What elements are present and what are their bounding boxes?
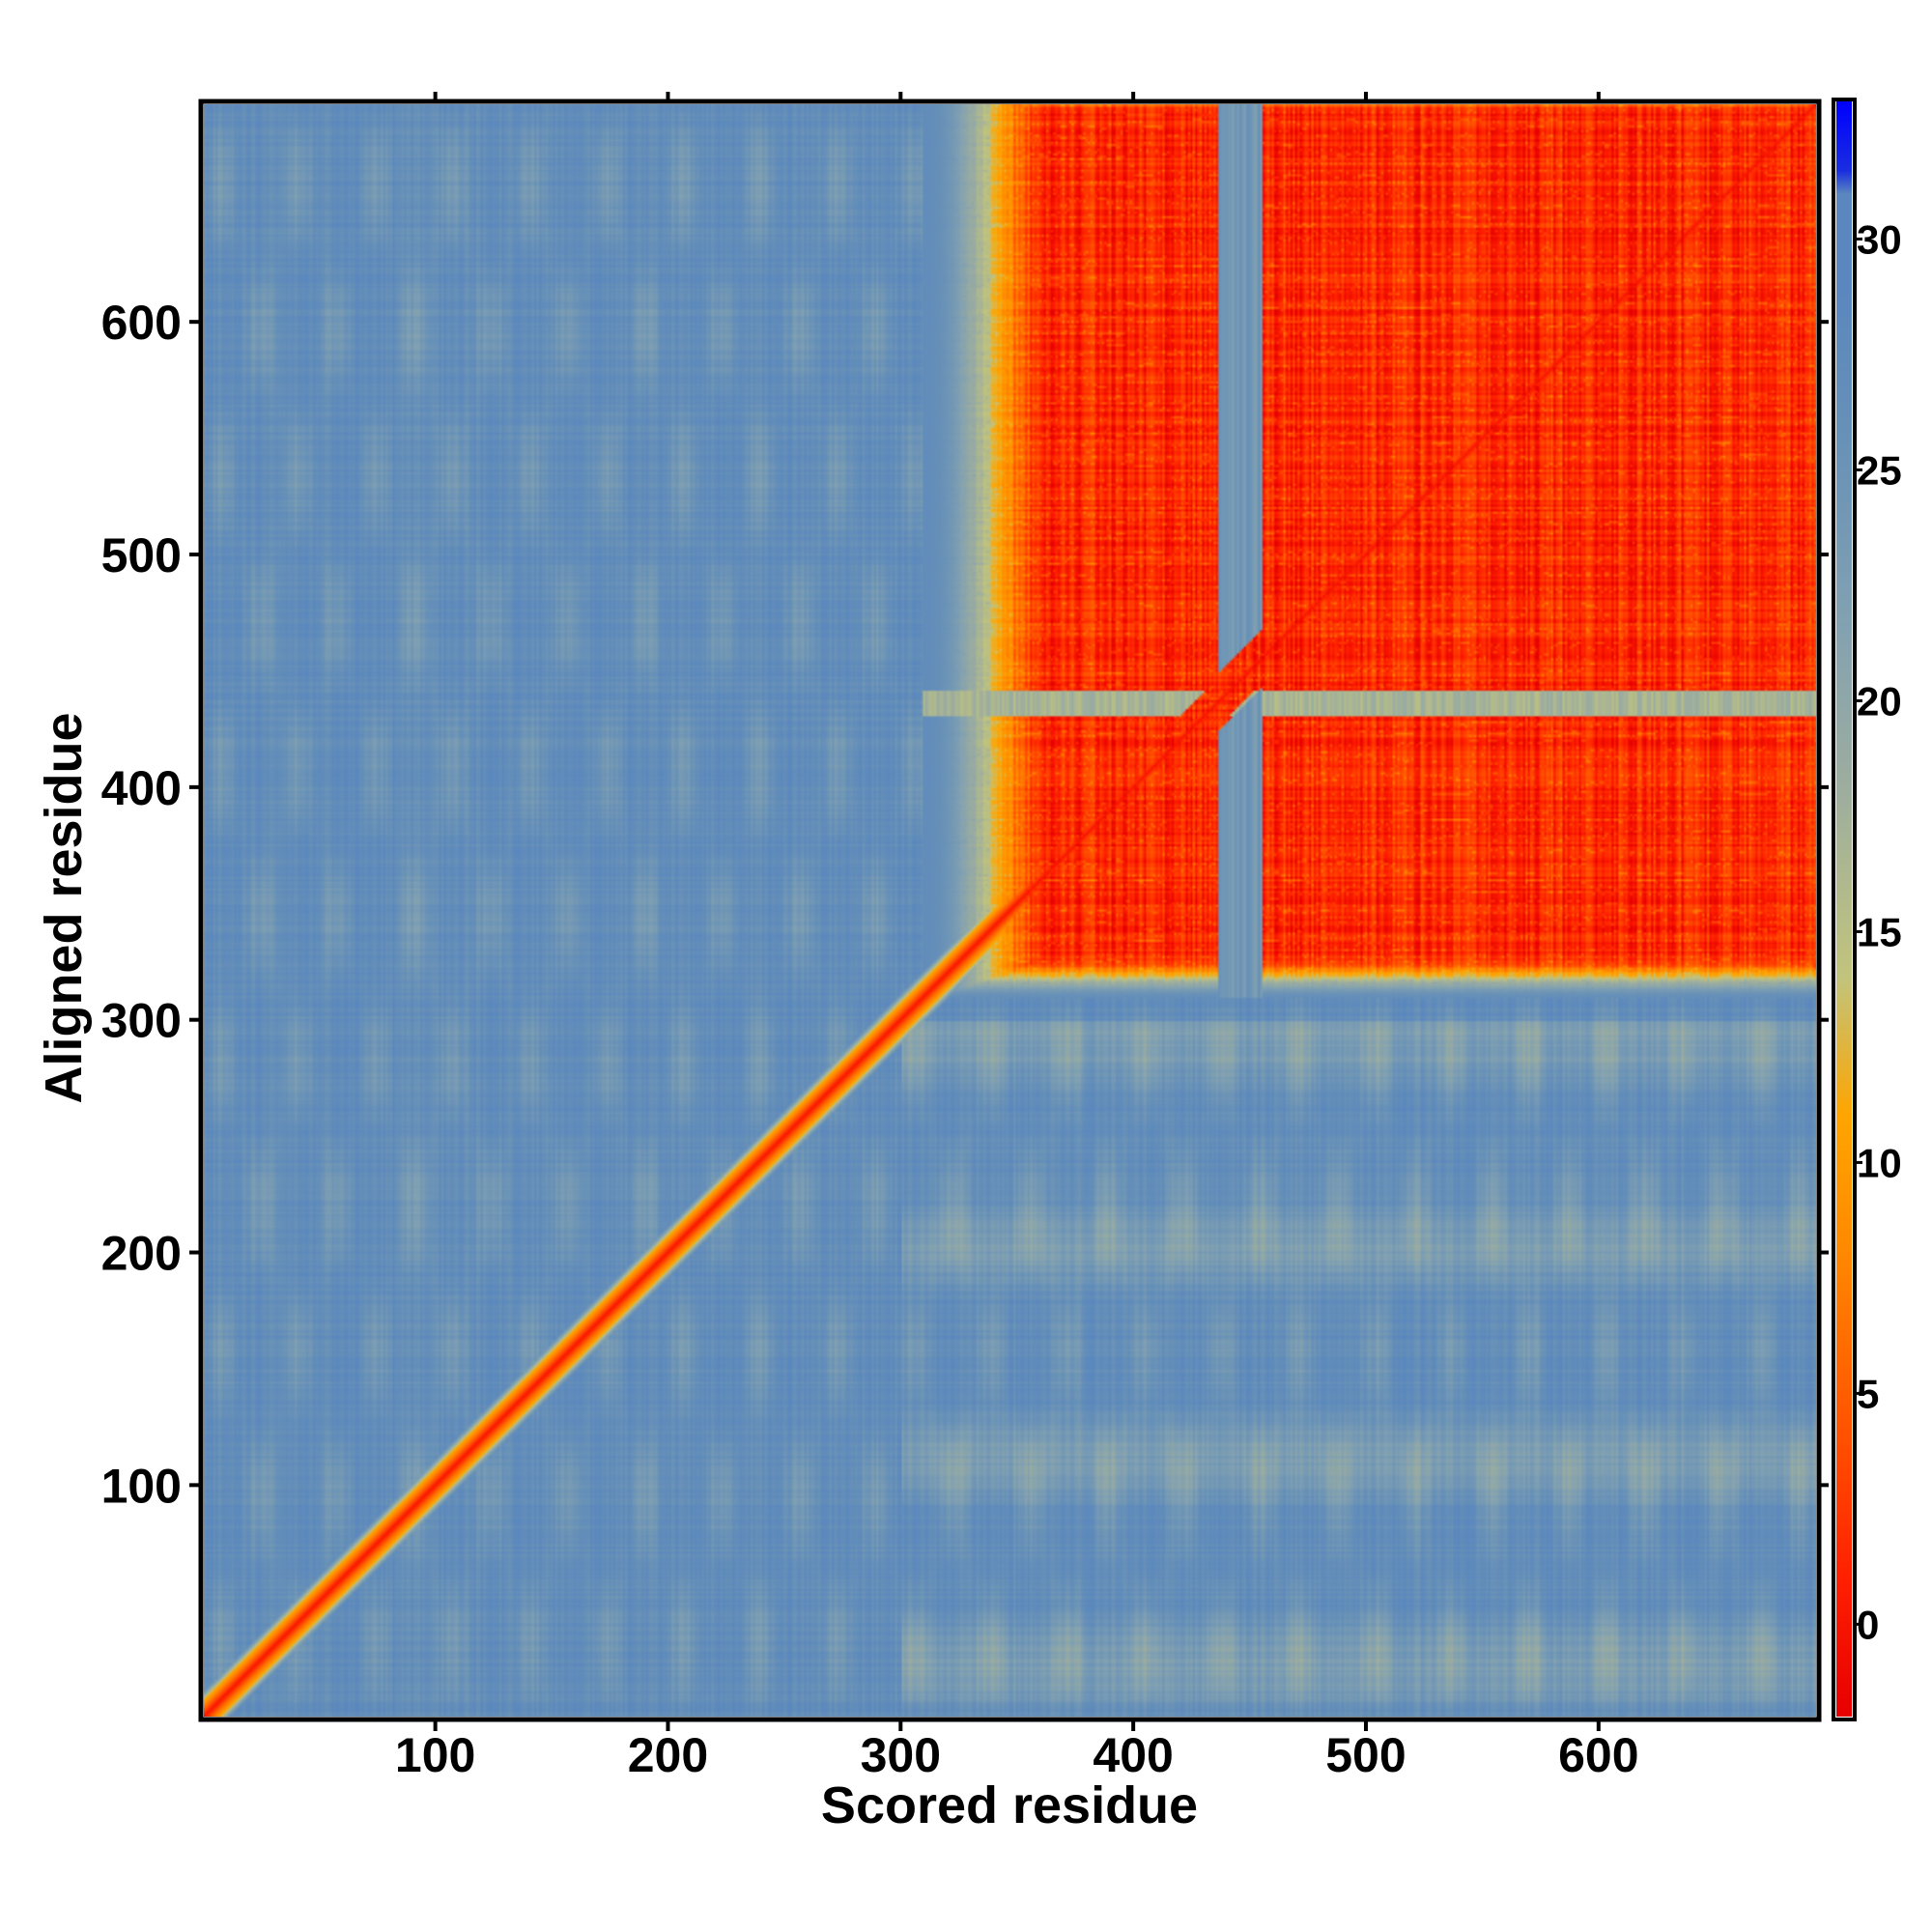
colorbar-tick-label: 10 bbox=[1857, 1140, 1902, 1185]
x-axis: 100 200 300 400 500 600 bbox=[395, 92, 1639, 1782]
y-tick-label: 200 bbox=[101, 1227, 182, 1281]
x-tick-label: 100 bbox=[395, 1728, 475, 1782]
colorbar-tick-label: 25 bbox=[1857, 447, 1902, 493]
y-tick-label: 600 bbox=[101, 296, 182, 350]
heatmap-cells bbox=[204, 104, 1816, 1717]
x-axis-title: Scored residue bbox=[821, 1776, 1198, 1834]
colorbar-axis: 0 5 10 15 20 25 30 bbox=[1855, 216, 1902, 1647]
colorbar-frame bbox=[1832, 98, 1857, 1721]
colorbar-tick-label: 0 bbox=[1857, 1602, 1879, 1647]
x-tick-label: 200 bbox=[628, 1728, 708, 1782]
x-tick-label: 500 bbox=[1325, 1728, 1406, 1782]
x-tick-label: 300 bbox=[861, 1728, 941, 1782]
x-tick-label: 400 bbox=[1093, 1728, 1173, 1782]
colorbar-gradient bbox=[1836, 100, 1852, 1717]
colorbar-tick-label: 20 bbox=[1857, 678, 1902, 724]
y-tick-label: 100 bbox=[101, 1459, 182, 1513]
colorbar-tick-label: 5 bbox=[1857, 1371, 1879, 1416]
y-tick-label: 500 bbox=[101, 528, 182, 582]
colorbar-tick-label: 30 bbox=[1857, 216, 1902, 262]
x-tick-label: 600 bbox=[1558, 1728, 1638, 1782]
y-axis: 100 200 300 400 500 600 bbox=[101, 296, 1829, 1513]
y-axis-title: Aligned residue bbox=[35, 712, 93, 1103]
colorbar-tick-label: 15 bbox=[1857, 909, 1902, 954]
y-tick-label: 300 bbox=[101, 994, 182, 1048]
plot-frame bbox=[198, 99, 1822, 1722]
y-tick-label: 400 bbox=[101, 761, 182, 815]
